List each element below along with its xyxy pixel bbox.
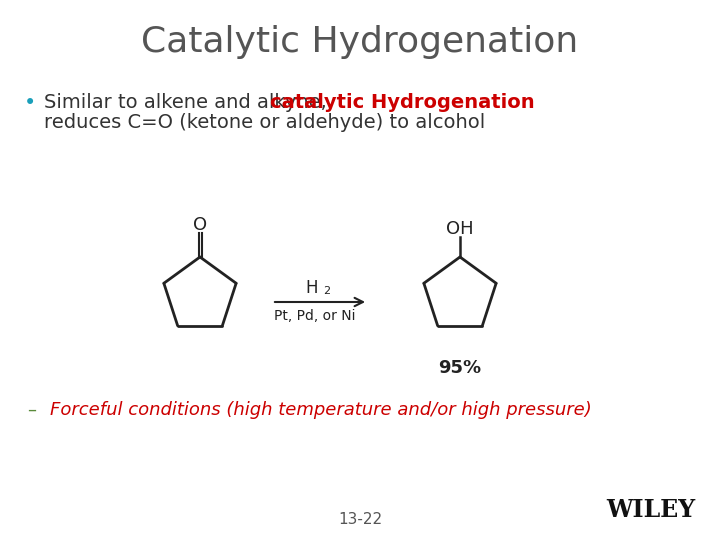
Text: reduces C=O (ketone or aldehyde) to alcohol: reduces C=O (ketone or aldehyde) to alco… [44,112,485,132]
Text: catalytic Hydrogenation: catalytic Hydrogenation [271,93,535,112]
Text: 2: 2 [323,286,330,296]
Text: 95%: 95% [438,359,482,377]
Text: WILEY: WILEY [606,498,695,522]
Text: Similar to alkene and alkyne,: Similar to alkene and alkyne, [44,93,333,112]
Text: 13-22: 13-22 [338,512,382,528]
Text: OH: OH [446,220,474,238]
Text: Catalytic Hydrogenation: Catalytic Hydrogenation [141,25,579,59]
Text: Pt, Pd, or Ni: Pt, Pd, or Ni [274,309,356,323]
Text: Forceful conditions (high temperature and/or high pressure): Forceful conditions (high temperature an… [50,401,592,419]
Text: H: H [305,279,318,297]
Text: O: O [193,216,207,234]
Text: –: – [27,401,37,419]
Text: •: • [24,93,36,113]
